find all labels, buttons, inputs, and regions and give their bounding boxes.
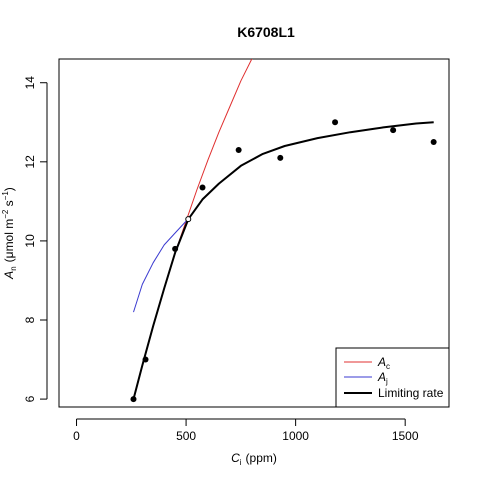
data-point (130, 396, 137, 403)
legend-label-ac-var: A (377, 355, 386, 369)
series-line-ac (133, 59, 253, 400)
x-tick-label: 0 (73, 429, 80, 443)
x-axis-label: Ci (ppm) (231, 451, 277, 467)
y-axis-label-mid: s (2, 200, 16, 209)
y-axis-label-var: A (2, 271, 16, 280)
x-axis-label-unit: (ppm) (246, 451, 277, 465)
series-line-aj (133, 220, 187, 313)
data-point (199, 184, 206, 191)
legend-label-aj-sub: j (385, 377, 388, 386)
legend-label-ac: Ac (377, 355, 390, 371)
plot-frame (58, 58, 450, 408)
x-tick-label: 1000 (282, 429, 309, 443)
data-point (332, 119, 339, 126)
legend-label-limiting: Limiting rate (378, 386, 444, 400)
y-axis-label-unit-pre: (μmol m (2, 219, 16, 263)
series-line-limiting (132, 121, 434, 400)
y-axis-label-exp1: −2 (1, 209, 10, 219)
x-axis-label-var: C (231, 451, 240, 465)
legend-label-aj: Aj (377, 370, 388, 386)
data-point (235, 146, 242, 153)
legend: Ac Aj Limiting rate (335, 347, 450, 408)
data-point (172, 245, 179, 252)
y-tick-label: 6 (23, 395, 37, 402)
y-tick-label: 10 (23, 234, 37, 248)
y-tick-label: 14 (23, 76, 37, 90)
series-layer (132, 59, 434, 400)
x-tick-label: 1500 (392, 429, 419, 443)
chart-title: K6708L1 (237, 24, 295, 40)
data-point (142, 356, 149, 363)
transition-point (185, 216, 192, 223)
data-point (277, 154, 284, 161)
y-axis-label-post: ) (2, 187, 16, 191)
y-axis-label-exp2: −1 (1, 191, 10, 201)
y-axis: 6 8 10 12 14 (23, 76, 48, 402)
data-point (430, 139, 437, 146)
y-axis-label-sub: n (9, 266, 18, 270)
legend-label-aj-var: A (377, 370, 386, 384)
x-axis: 0 500 1000 1500 (73, 418, 419, 443)
y-axis-label: An (μmol m−2 s−1) (1, 187, 18, 280)
points-layer (130, 119, 437, 403)
y-tick-label: 12 (23, 155, 37, 169)
x-axis-label-sub: i (240, 458, 242, 467)
data-point (390, 127, 397, 134)
y-tick-label: 8 (23, 316, 37, 323)
x-tick-label: 500 (176, 429, 196, 443)
legend-label-ac-sub: c (386, 362, 390, 371)
